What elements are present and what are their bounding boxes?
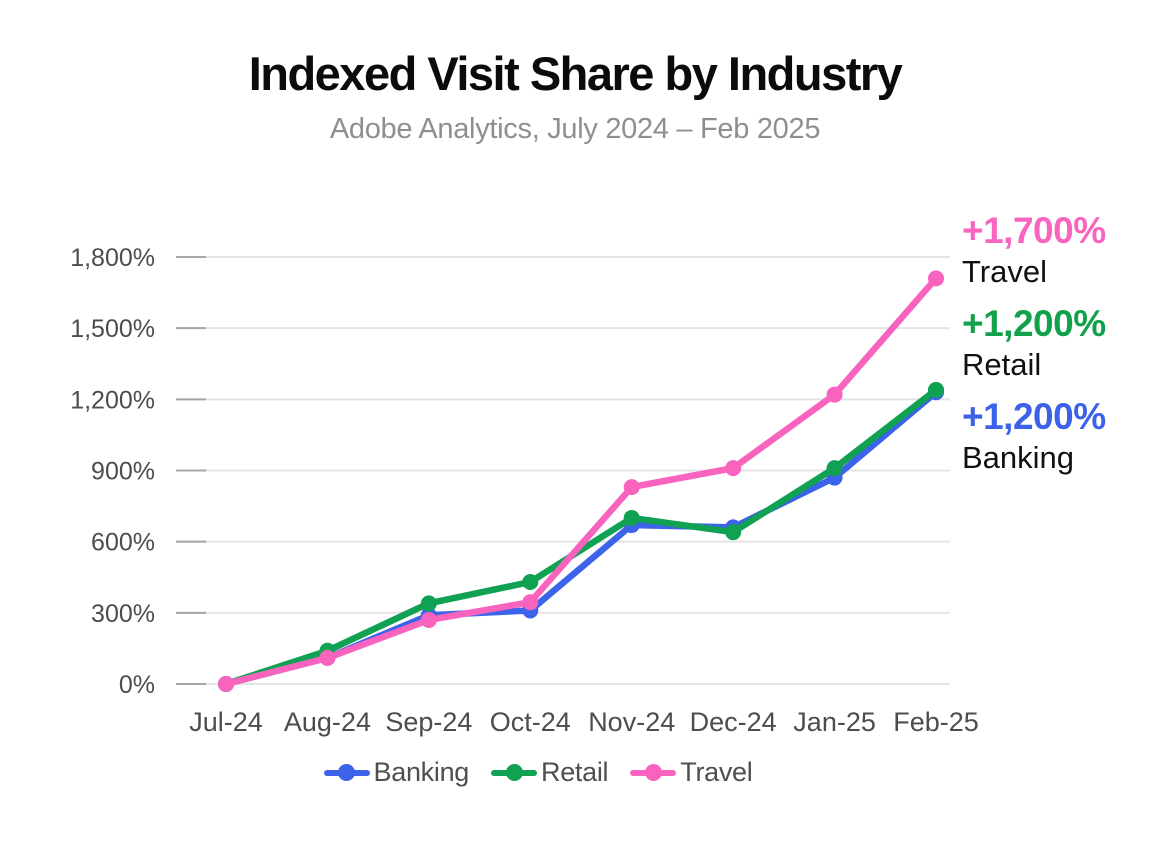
y-tick-label: 1,500% — [70, 315, 155, 343]
data-point-travel — [725, 460, 742, 477]
legend-item-travel: Travel — [630, 757, 753, 788]
annotation-banking-label: Banking — [962, 440, 1075, 475]
x-tick-label: Nov-24 — [588, 707, 675, 737]
x-axis-labels: Jul-24 Aug-24 Sep-24 Oct-24 Nov-24 Dec-24 Jan-… — [189, 707, 979, 737]
x-tick-label: Oct-24 — [490, 707, 571, 737]
legend-label-retail: Retail — [541, 757, 609, 787]
legend-item-retail: Retail — [491, 757, 609, 788]
data-point-retail — [928, 381, 945, 398]
y-tick-label: 1,800% — [70, 244, 155, 272]
data-point-travel — [522, 594, 539, 611]
data-point-retail — [725, 524, 742, 541]
travel-line-marker-icon — [630, 764, 677, 782]
x-tick-label: Jul-24 — [189, 707, 263, 737]
data-point-travel — [218, 676, 234, 692]
x-tick-label: Jan-25 — [793, 707, 876, 737]
data-point-retail — [522, 573, 539, 590]
y-tick-label: 600% — [91, 529, 155, 557]
data-point-travel — [826, 386, 843, 403]
y-tick-label: 0% — [119, 671, 155, 699]
y-tick-label: 300% — [91, 600, 155, 628]
x-tick-label: Feb-25 — [893, 707, 979, 737]
data-point-travel — [623, 479, 640, 496]
retail-line-marker-icon — [491, 764, 538, 782]
series-retail — [218, 381, 945, 692]
annotation-retail-label: Retail — [962, 347, 1042, 382]
data-point-retail — [623, 509, 640, 526]
annotation-retail: +1,200% Retail — [962, 305, 1176, 381]
data-point-travel — [319, 649, 336, 666]
gridlines: 0% 300% 600% 900% 1,200% 1,500% 1,800% — [70, 244, 950, 699]
legend-label-banking: Banking — [373, 757, 470, 787]
annotation-travel: +1,700% Travel — [962, 212, 1176, 288]
x-tick-label: Sep-24 — [385, 707, 472, 737]
legend-label-travel: Travel — [680, 757, 753, 787]
annotation-retail-value: +1,200% — [962, 303, 1106, 344]
y-tick-label: 1,200% — [70, 386, 155, 414]
annotation-banking: +1,200% Banking — [962, 398, 1176, 474]
chart-legend: Banking Retail Travel — [0, 757, 1076, 788]
x-tick-label: Dec-24 — [690, 707, 777, 737]
annotation-travel-label: Travel — [962, 254, 1047, 289]
data-point-travel — [420, 611, 437, 628]
banking-line-marker-icon — [323, 764, 370, 782]
annotation-banking-value: +1,200% — [962, 396, 1106, 437]
legend-item-banking: Banking — [323, 757, 470, 788]
y-tick-label: 900% — [91, 458, 155, 486]
chart-subtitle: Adobe Analytics, July 2024 – Feb 2025 — [329, 113, 821, 145]
chart-title: Indexed Visit Share by Industry — [248, 47, 903, 100]
annotation-travel-value: +1,700% — [962, 210, 1106, 251]
data-point-retail — [826, 460, 843, 477]
data-point-travel — [928, 270, 945, 287]
series-travel — [218, 270, 945, 692]
x-tick-label: Aug-24 — [284, 707, 371, 737]
data-point-retail — [420, 595, 437, 612]
